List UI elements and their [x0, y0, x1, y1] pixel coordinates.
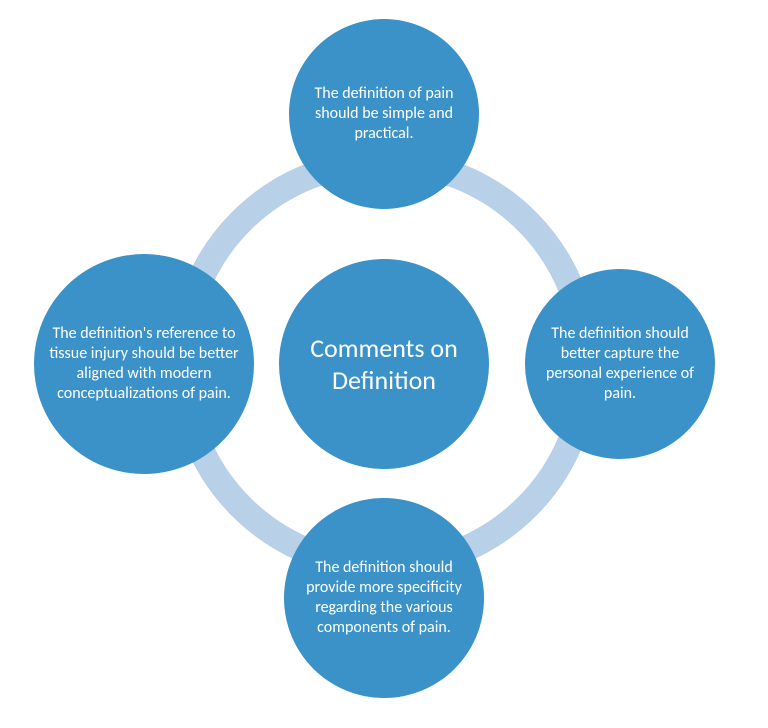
peripheral-label: The definition should better capture the…: [525, 324, 715, 404]
center-bubble: Comments on Definition: [279, 259, 489, 469]
peripheral-label: The definition should provide more speci…: [284, 558, 484, 638]
peripheral-bubble-left: The definition's reference to tissue inj…: [34, 254, 254, 474]
center-label: Comments on Definition: [279, 332, 489, 397]
peripheral-bubble-bottom: The definition should provide more speci…: [284, 498, 484, 698]
peripheral-label: The definition's reference to tissue inj…: [34, 324, 254, 404]
peripheral-bubble-top: The definition of pain should be simple …: [289, 19, 479, 209]
peripheral-bubble-right: The definition should better capture the…: [525, 269, 715, 459]
diagram-stage: Comments on Definition The definition of…: [0, 0, 768, 728]
peripheral-label: The definition of pain should be simple …: [289, 84, 479, 144]
